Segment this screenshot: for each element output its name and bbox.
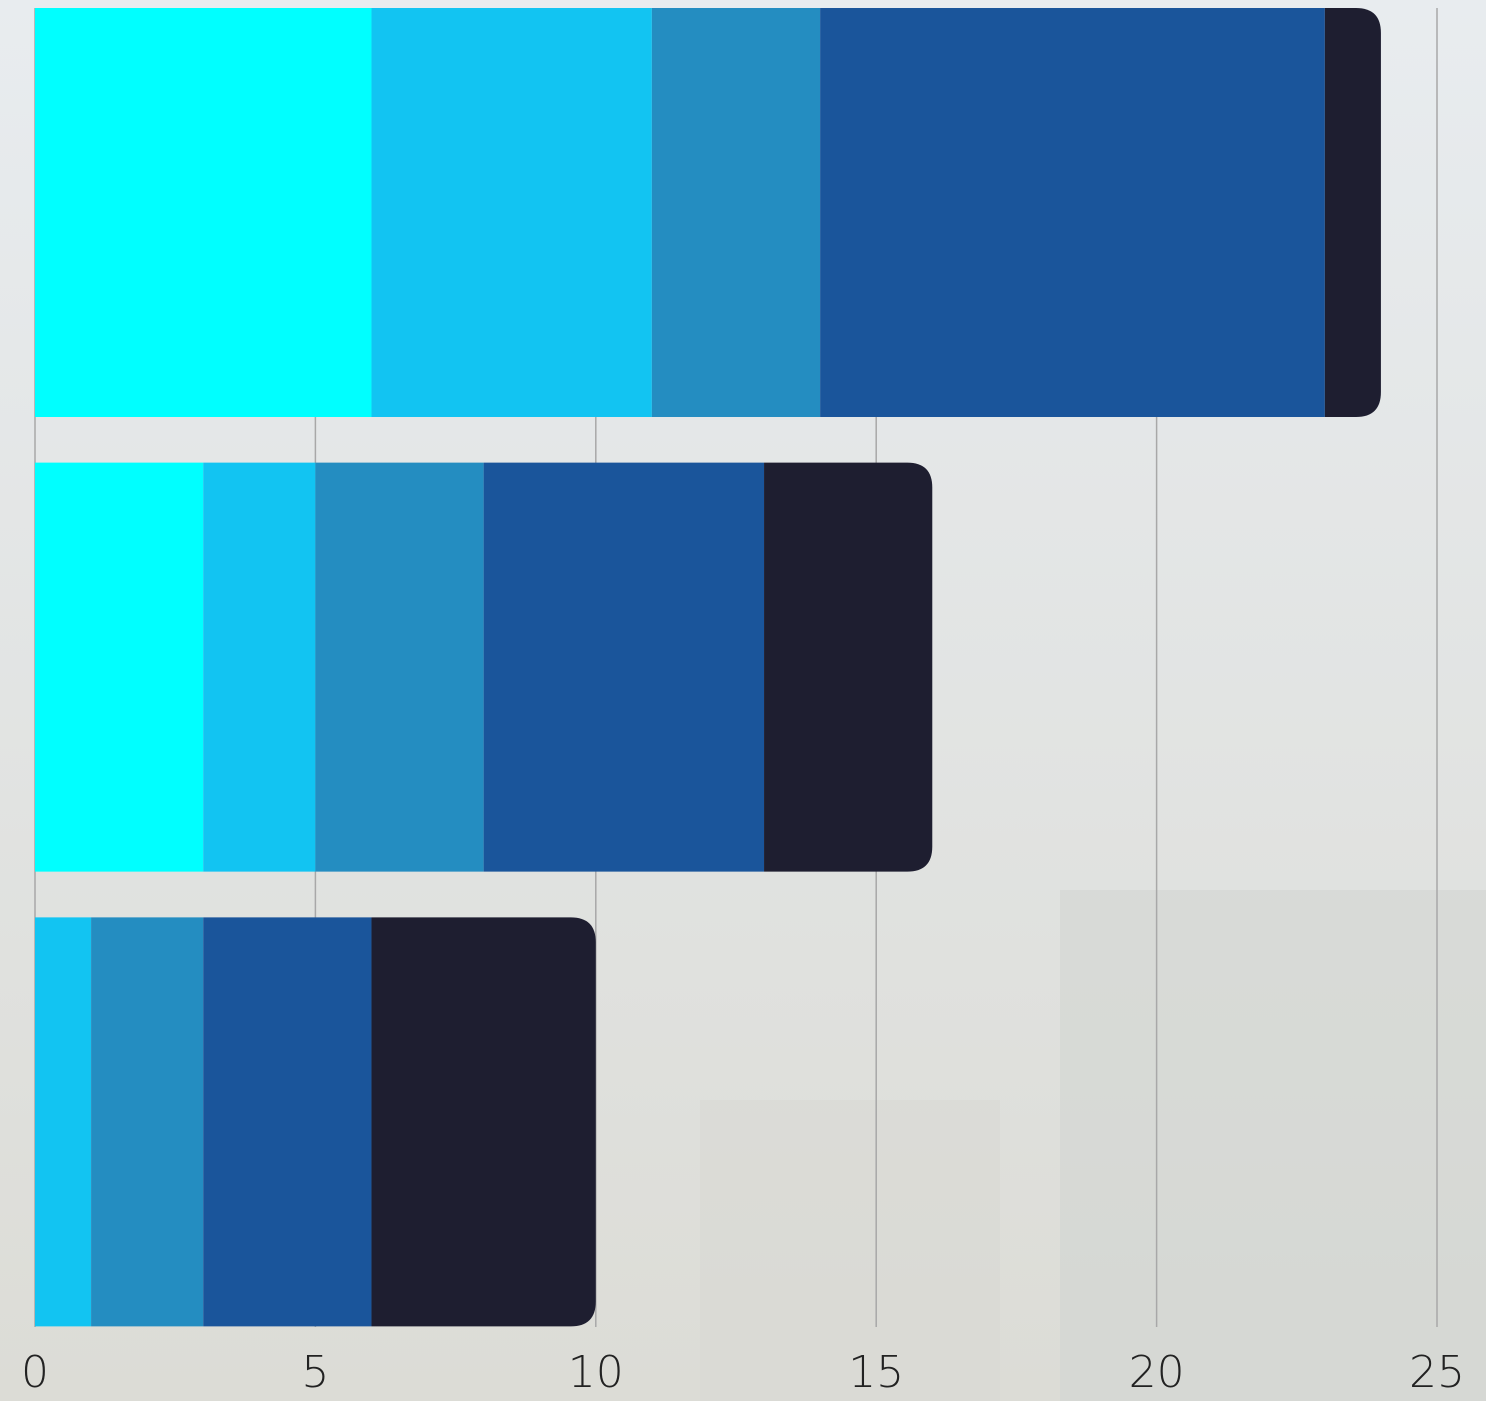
bar-segment (35, 462, 204, 872)
bar-segment (35, 8, 372, 417)
bar-segment (764, 462, 933, 872)
bar-segment (371, 8, 652, 417)
bar-segment (203, 462, 316, 872)
bar-segment (203, 917, 372, 1327)
bar-segment (820, 8, 1325, 417)
bar-segment (1324, 8, 1381, 417)
bar-segment (35, 917, 92, 1327)
background-building (1060, 890, 1486, 1401)
x-tick-label: 15 (848, 1347, 904, 1398)
x-tick-label: 10 (568, 1347, 624, 1398)
bar-segment (91, 917, 204, 1327)
x-tick-label: 20 (1129, 1347, 1185, 1398)
bar-segment (315, 462, 484, 872)
plot: 0 5 10 15 20 25 (21, 8, 1465, 1398)
x-tick-label: 0 (21, 1347, 49, 1398)
bar-segment (651, 8, 821, 417)
bar-segment (483, 462, 765, 872)
x-tick-label: 25 (1409, 1347, 1465, 1398)
background-house (700, 1100, 1000, 1401)
x-tick-label: 5 (301, 1347, 329, 1398)
bar-segment (371, 917, 596, 1327)
